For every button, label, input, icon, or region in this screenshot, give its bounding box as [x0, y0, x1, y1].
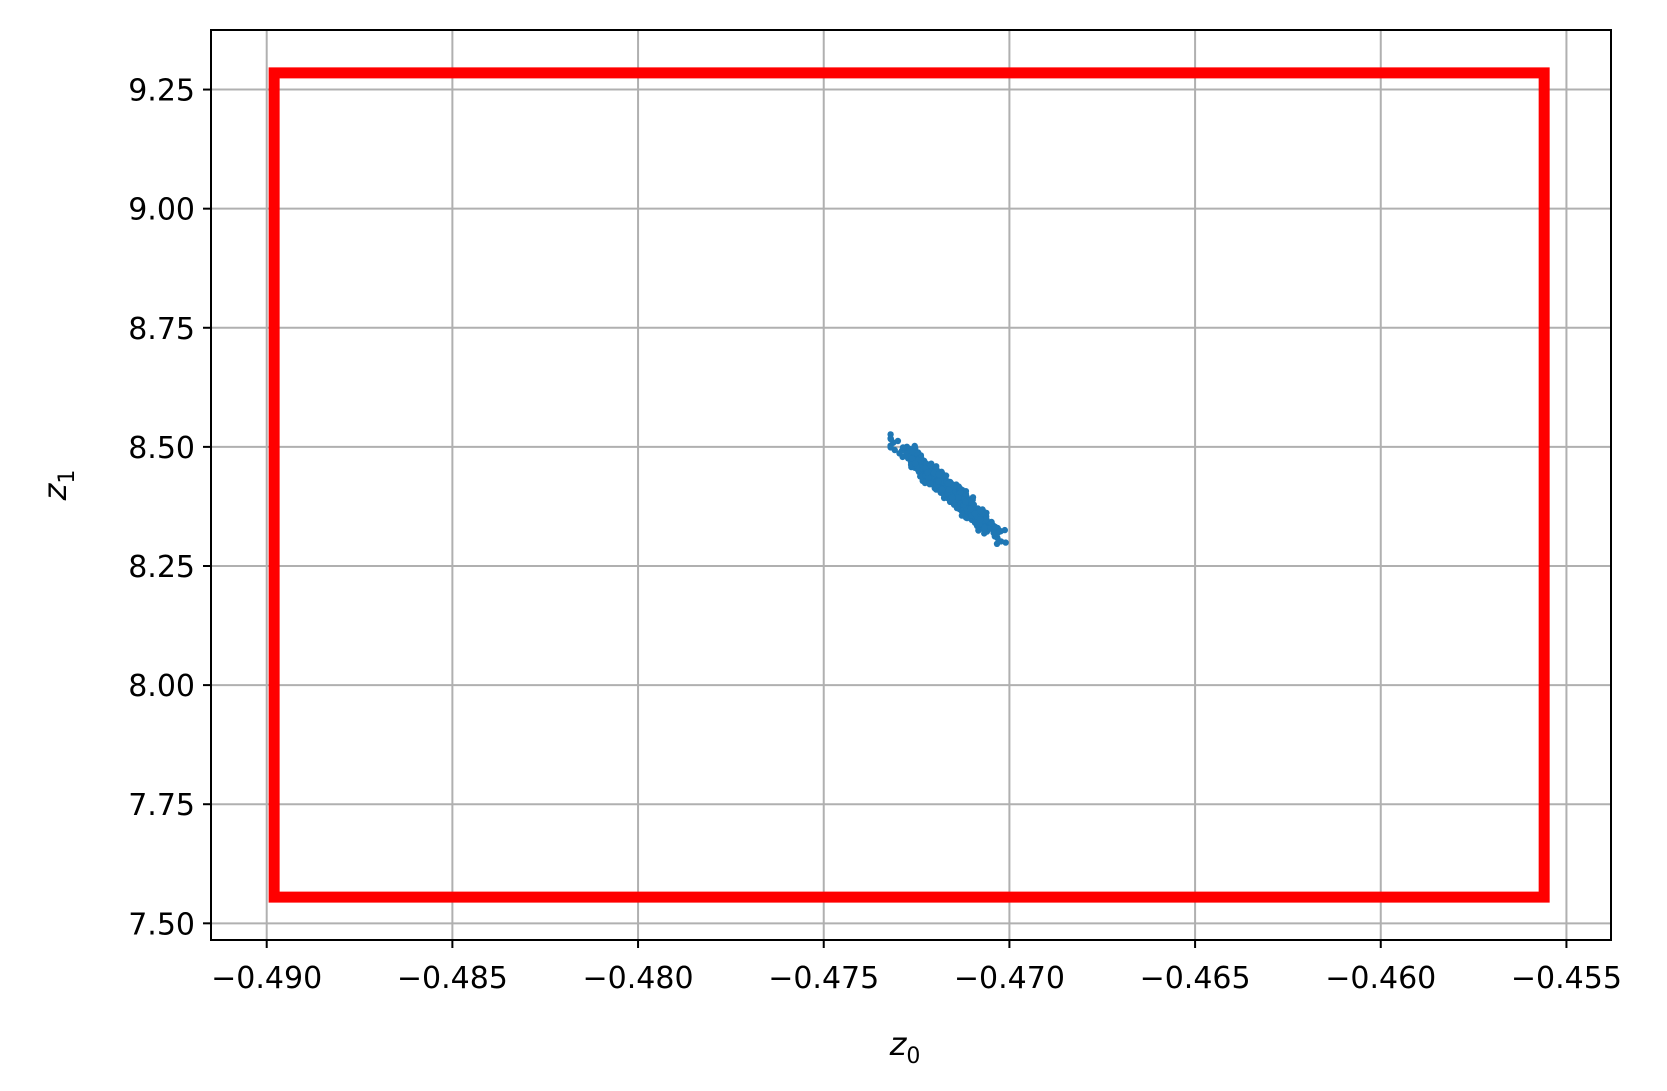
scatter-point — [948, 494, 956, 501]
x-tick-label: −0.465 — [1140, 961, 1251, 996]
x-axis-label: z0 — [889, 1025, 921, 1069]
scatter-point — [899, 444, 907, 451]
y-tick-label: 8.25 — [128, 550, 195, 585]
x-tick-label: −0.455 — [1511, 961, 1622, 996]
scatter-point — [908, 455, 916, 462]
scatter-point — [962, 490, 970, 498]
plot-area-frame — [210, 29, 1612, 941]
scatter-point — [976, 507, 984, 515]
x-tick-label: −0.485 — [397, 961, 508, 996]
scatter-points — [887, 431, 1009, 547]
scatter-point — [911, 442, 918, 450]
y-tick-label: 7.50 — [128, 907, 195, 942]
x-tick-label: −0.480 — [583, 961, 694, 996]
scatter-point — [945, 486, 953, 493]
scatter-point — [935, 471, 943, 478]
bounding-box — [268, 67, 1550, 903]
bounding-box-layer — [268, 67, 1550, 903]
y-axis-label: z1 — [36, 470, 80, 502]
y-tick-label: 9.00 — [128, 193, 195, 228]
scatter-point — [1001, 526, 1008, 534]
scatter-point — [887, 444, 894, 451]
y-tick-label: 9.25 — [128, 74, 195, 109]
y-tick-label: 8.00 — [128, 669, 195, 704]
scatter-point — [958, 512, 966, 519]
scatter-point — [962, 498, 969, 505]
scatter-point — [930, 469, 938, 477]
scatter-point — [924, 469, 931, 476]
scatter-point — [983, 516, 990, 523]
y-tick-label: 8.50 — [128, 431, 195, 466]
scatter-point — [887, 435, 894, 443]
axis-ticks: −0.490 −0.485 −0.480 −0.475 −0.470 −0.465 −0.4… — [128, 74, 1622, 996]
y-tick-label: 7.75 — [128, 788, 195, 823]
scatter-point — [938, 486, 946, 493]
scatter-point — [927, 480, 934, 488]
scatter-point — [924, 474, 932, 481]
scatter-point — [967, 505, 974, 513]
scatter-point — [935, 478, 942, 485]
scatter-point — [954, 494, 962, 501]
scatter-point — [909, 448, 916, 455]
scatter-point — [990, 529, 997, 536]
scatter-point — [976, 516, 984, 523]
scatter-point — [944, 480, 952, 487]
x-tick-label: −0.460 — [1325, 961, 1436, 996]
x-tick-label: −0.475 — [768, 961, 879, 996]
scatter-point — [953, 504, 961, 512]
scatter-point — [911, 460, 919, 467]
scatter-point — [981, 524, 988, 531]
x-tick-label: −0.490 — [211, 961, 322, 996]
y-tick-label: 8.75 — [128, 312, 195, 347]
scatter-point — [899, 453, 906, 461]
scatter-point — [971, 510, 979, 517]
x-tick-label: −0.470 — [954, 961, 1065, 996]
scatter-point — [988, 520, 995, 527]
